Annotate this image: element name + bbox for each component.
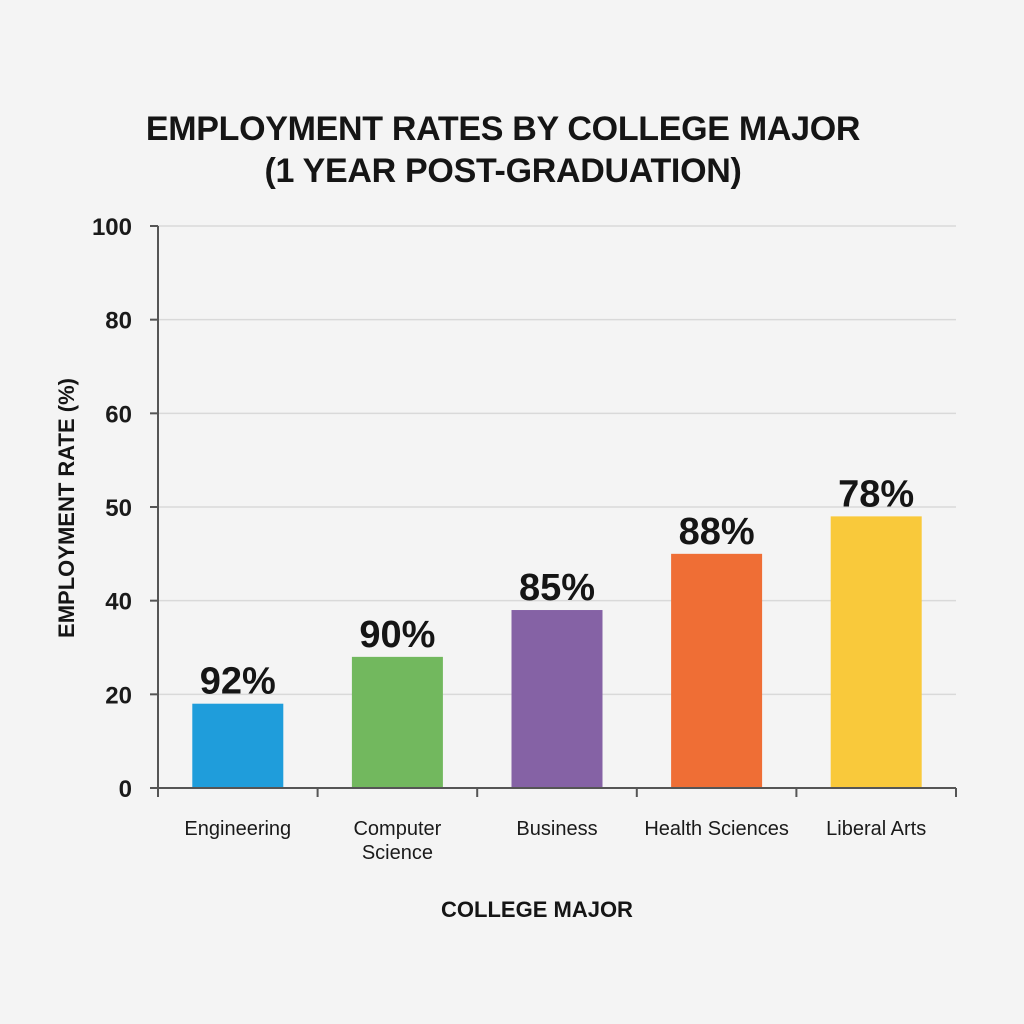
bar-1 bbox=[351, 656, 443, 788]
y-tick-label-60: 60 bbox=[105, 401, 132, 428]
y-tick-label-40: 40 bbox=[105, 589, 132, 616]
chart-title-line-1: EMPLOYMENT RATES BY COLLEGE MAJOR bbox=[145, 110, 861, 148]
category-label-4: Liberal Arts bbox=[826, 818, 926, 840]
axes: 0 20 40 50 60 80 100 bbox=[92, 214, 957, 803]
y-tick-label-20: 20 bbox=[105, 682, 132, 709]
data-label-3: 88% bbox=[679, 511, 755, 553]
category-label-1-0: Computer bbox=[353, 818, 441, 840]
data-label-4: 78% bbox=[838, 473, 914, 515]
bar-3 bbox=[671, 553, 763, 788]
category-label-2: Business bbox=[516, 818, 597, 840]
data-label-1: 90% bbox=[359, 614, 435, 656]
category-label-3: Health Sciences bbox=[644, 818, 789, 840]
data-label-2: 85% bbox=[519, 567, 595, 609]
bar-4 bbox=[830, 516, 922, 788]
y-axis-title: EMPLOYMENT RATE (%) bbox=[54, 378, 79, 638]
bar-0 bbox=[192, 703, 284, 788]
y-tick-label-80: 80 bbox=[105, 308, 132, 335]
y-tick-label-0: 0 bbox=[119, 776, 132, 803]
y-tick-label-100: 100 bbox=[92, 214, 132, 241]
bar-2 bbox=[511, 610, 603, 788]
y-tick-label-50: 50 bbox=[105, 495, 132, 522]
chart-title-line-2: (1 YEAR POST-GRADUATION) bbox=[264, 152, 742, 190]
category-label-0: Engineering bbox=[184, 818, 291, 840]
chart-title: EMPLOYMENT RATES BY COLLEGE MAJOR (1 YEA… bbox=[0, 108, 1006, 192]
x-axis-title: COLLEGE MAJOR bbox=[441, 897, 633, 922]
data-label-0: 92% bbox=[200, 661, 276, 703]
category-label-1-1: Science bbox=[362, 842, 433, 864]
bars bbox=[192, 516, 922, 788]
